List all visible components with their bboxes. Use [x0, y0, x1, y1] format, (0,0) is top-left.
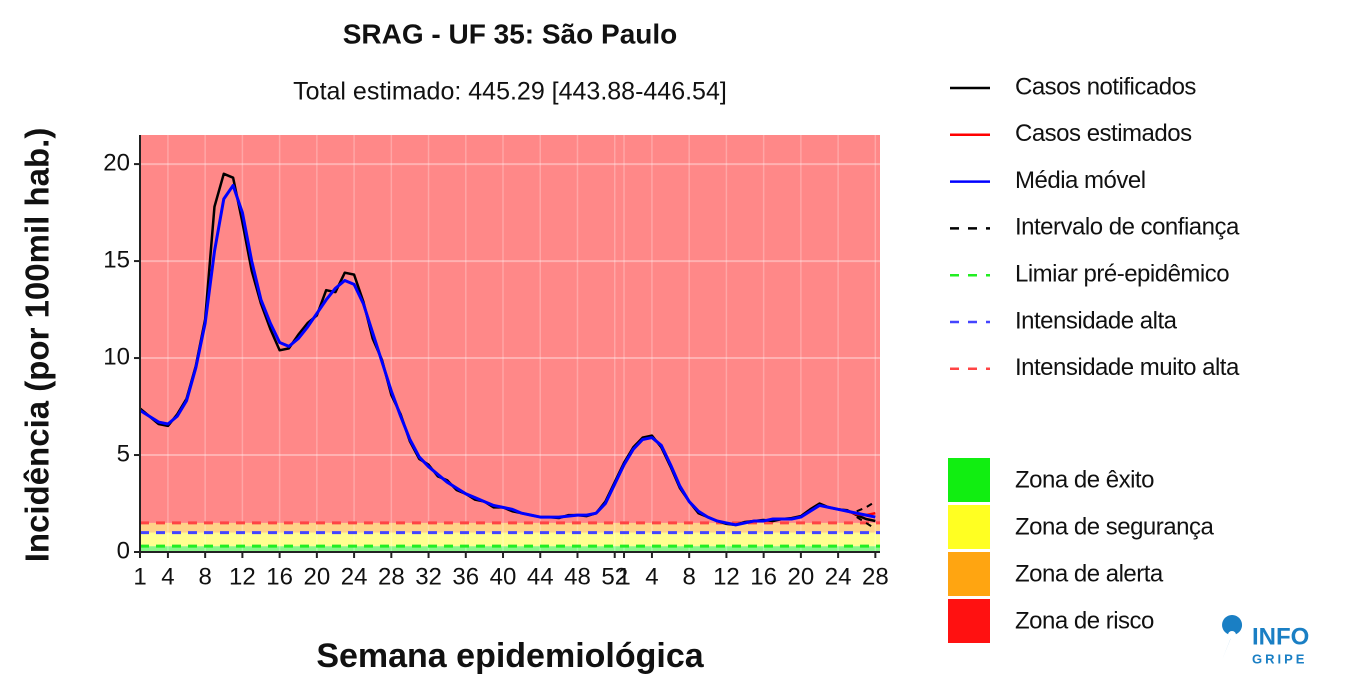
legend-label: Intensidade muito alta — [1015, 354, 1240, 381]
y-tick-label: 5 — [117, 440, 130, 467]
x-tick-label: 20 — [304, 563, 331, 590]
logo: INFO GRIPE — [1222, 615, 1309, 666]
legend-label: Casos estimados — [1015, 120, 1192, 147]
legend-label: Intensidade alta — [1015, 307, 1178, 334]
x-tick-label: 8 — [683, 563, 696, 590]
x-tick-label: 12 — [229, 563, 256, 590]
series-line — [856, 516, 876, 530]
x-tick-label: 24 — [825, 563, 852, 590]
x-tick-label: 24 — [341, 563, 368, 590]
x-tick-label: 36 — [452, 563, 479, 590]
legend-swatch — [948, 599, 990, 643]
x-tick-label: 52 — [601, 563, 628, 590]
x-tick-label: 12 — [713, 563, 740, 590]
x-tick-label: 40 — [490, 563, 517, 590]
x-tick-label: 1 — [617, 563, 630, 590]
zone-band — [140, 135, 880, 523]
plot-area — [139, 135, 880, 553]
chart-title: SRAG - UF 35: São Paulo — [343, 18, 678, 49]
logo-text: INFO — [1252, 623, 1309, 650]
legend-label: Zona de risco — [1015, 607, 1154, 634]
x-tick-label: 4 — [645, 563, 658, 590]
x-tick-label: 44 — [527, 563, 554, 590]
y-tick-label: 10 — [103, 343, 130, 370]
x-tick-label: 28 — [378, 563, 405, 590]
logo-subtext: GRIPE — [1252, 651, 1307, 666]
legend-label: Limiar pré-epidêmico — [1015, 261, 1229, 288]
legend-label: Intervalo de confiança — [1015, 214, 1240, 241]
series-line — [856, 500, 876, 513]
x-tick-label: 16 — [750, 563, 777, 590]
legend-label: Média móvel — [1015, 167, 1146, 194]
x-tick-label: 48 — [564, 563, 591, 590]
x-axis-title: Semana epidemiológica — [316, 637, 704, 675]
x-tick-label: 20 — [788, 563, 815, 590]
logo-pin — [1222, 615, 1243, 660]
x-tick-label: 8 — [198, 563, 211, 590]
legend-label: Casos notificados — [1015, 73, 1196, 100]
zone-band — [140, 546, 880, 552]
zone-band — [140, 522, 880, 533]
y-tick-label: 0 — [117, 537, 130, 564]
legend-label: Zona de segurança — [1015, 513, 1214, 540]
y-tick-label: 15 — [103, 246, 130, 273]
logo-dot — [1228, 631, 1236, 639]
zone-band — [140, 532, 880, 547]
y-axis-title: Incidência (por 100mil hab.) — [19, 128, 56, 563]
chart-subtitle: Total estimado: 445.29 [443.88-446.54] — [293, 78, 727, 106]
y-tick-label: 20 — [103, 149, 130, 176]
series-line — [139, 183, 876, 527]
x-tick-label: 28 — [862, 563, 889, 590]
legend-swatch — [948, 458, 990, 502]
x-tick-label: 16 — [266, 563, 293, 590]
x-tick-label: 32 — [415, 563, 442, 590]
x-tick-label: 1 — [133, 563, 146, 590]
legend-swatch — [948, 505, 990, 549]
x-tick-label: 4 — [161, 563, 174, 590]
legend-label: Zona de alerta — [1015, 560, 1164, 587]
legend-swatch — [948, 552, 990, 596]
legend-label: Zona de êxito — [1015, 466, 1154, 493]
